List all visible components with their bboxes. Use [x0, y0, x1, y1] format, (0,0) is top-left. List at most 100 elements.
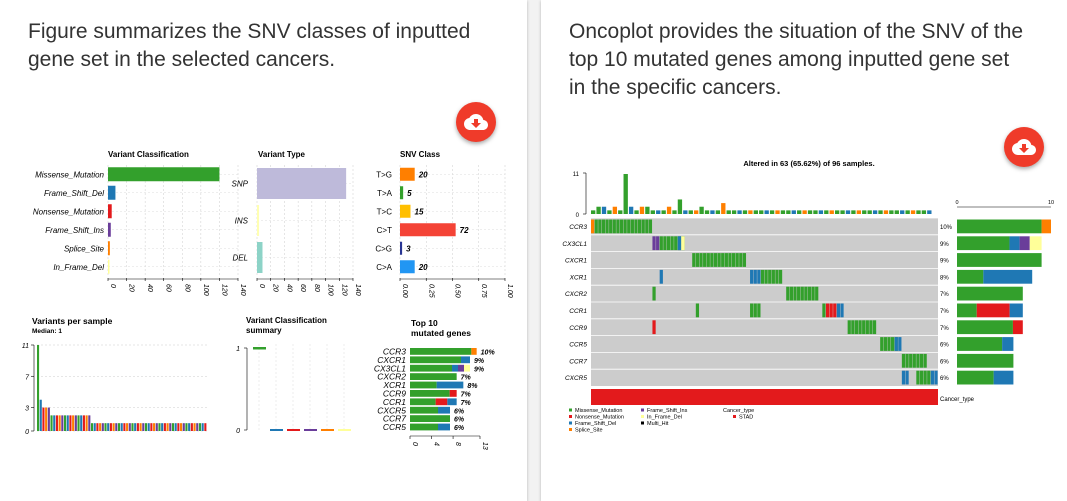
oncoplot-mutation-cell — [753, 269, 757, 284]
variant-type-tick-label: 100 — [327, 284, 334, 296]
top10-percent-label: 6% — [454, 408, 465, 415]
summary-description: Figure summarizes the SNV classes of inp… — [28, 20, 471, 71]
variant-type-tick-label: 20 — [272, 283, 279, 292]
oncoplot-tmb-bar — [775, 210, 780, 214]
oncoplot-legend-swatch — [569, 415, 572, 418]
oncoplot-mutation-cell — [894, 337, 898, 351]
oncoplot-tmb-bar — [699, 206, 704, 214]
oncoplot-tmb-bar — [900, 210, 905, 214]
top10-bar-segment — [471, 348, 477, 355]
oncoplot-frequency-bar-segment — [1012, 320, 1023, 335]
variants-per-sample-bar — [45, 407, 48, 431]
snv-class-value-label: 20 — [418, 263, 428, 272]
top10-bar-segment — [410, 364, 452, 372]
variant-classification-tick-label: 140 — [239, 284, 246, 296]
oncoplot-tmb-bar — [731, 210, 737, 214]
oncoplot-mutation-cell — [909, 353, 913, 368]
oncoplot-tmb-bar — [802, 210, 807, 214]
variants-per-sample-tick-label: 3 — [25, 406, 29, 413]
oncoplot-top-tick-label: 0 — [576, 213, 580, 219]
oncoplot-tmb-bar — [878, 210, 883, 214]
variants-per-sample-bar — [72, 415, 75, 431]
variants-per-sample-bar — [136, 423, 139, 431]
oncoplot-percent-label: 7% — [940, 309, 949, 315]
oncoplot-frequency-bar-segment — [957, 286, 1023, 301]
oncoplot-tmb-bar — [661, 210, 666, 214]
variants-per-sample-bar — [85, 415, 88, 431]
top10-gene-label: CCR3 — [383, 347, 406, 357]
oncoplot-percent-label: 9% — [940, 242, 949, 248]
variant-classification-tick-label: 120 — [220, 284, 227, 296]
oncoplot-mutation-cell — [724, 253, 728, 267]
top10-bar-segment — [458, 364, 464, 372]
oncoplot-mutation-cell — [858, 320, 862, 335]
variants-per-sample-bar — [144, 423, 148, 431]
variants-per-sample-bar — [74, 415, 77, 431]
oncoplot-tmb-bar — [612, 206, 618, 214]
top10-bar-segment — [438, 423, 450, 431]
variants-per-sample-bar — [120, 423, 123, 431]
variant-classification-category-label: Missense_Mutation — [35, 170, 104, 179]
variants-per-sample-bar — [204, 423, 207, 431]
classification-summary-box — [338, 429, 351, 431]
oncoplot-mutation-cell — [598, 219, 602, 234]
variant-type-title: Variant Type — [258, 150, 306, 159]
oncoplot-tmb-bar — [927, 210, 932, 214]
oncoplot-frequency-bar-segment — [957, 353, 1014, 368]
oncoplot-description: Oncoplot provides the situation of the S… — [569, 20, 1024, 99]
variant-classification-bar — [108, 241, 110, 256]
oncoplot-tmb-bar — [856, 210, 862, 214]
download-summary-button[interactable] — [456, 102, 496, 142]
snv-class-value-label: 3 — [406, 244, 411, 253]
oncoplot-frequency-bar-segment — [957, 320, 1013, 335]
top10-bar-segment — [447, 398, 457, 406]
variant-classification-tick-label: 40 — [146, 284, 153, 292]
oncoplot-mutation-cell — [880, 337, 884, 351]
top10-gene-label: CXCR2 — [377, 372, 406, 382]
snv-class-bar — [400, 223, 456, 237]
variant-type-bar — [257, 168, 347, 199]
oncoplot-percent-label: 6% — [940, 376, 949, 382]
variants-per-sample-bar — [174, 423, 177, 431]
variants-per-sample-tick-label: 11 — [22, 343, 29, 350]
oncoplot-mutation-cell — [891, 337, 895, 351]
oncoplot-mutation-cell — [811, 286, 815, 301]
top10-bar-segment — [410, 381, 437, 389]
variants-per-sample-bar — [96, 423, 99, 431]
top10-percent-label: 8% — [467, 383, 478, 390]
variants-per-sample-bar — [55, 415, 58, 431]
variant-classification-tick-label: 80 — [183, 284, 190, 292]
oncoplot-tmb-bar — [688, 210, 693, 214]
variants-per-sample-bar — [180, 423, 183, 431]
variants-per-sample-bar — [155, 423, 158, 431]
oncoplot-legend-cancer-title: Cancer_type — [723, 408, 754, 414]
variants-per-sample-bar — [104, 423, 107, 431]
classification-summary-tick-label: 1 — [236, 346, 240, 353]
oncoplot-mutation-cell — [757, 269, 761, 284]
oncoplot-mutation-cell — [623, 219, 627, 234]
oncoplot-legend-swatch — [641, 415, 644, 418]
oncoplot-tmb-bar — [813, 210, 818, 214]
maftools-summary-card: Figure summarizes the SNV classes of inp… — [0, 0, 527, 501]
oncoplot-mutation-cell — [862, 320, 866, 335]
top10-tick-label: 8 — [454, 442, 461, 446]
snv-class-tick-label: 0.00 — [401, 284, 408, 298]
oncoplot-frequency-bar-segment — [1029, 236, 1042, 251]
variants-per-sample-bar — [63, 415, 67, 431]
variants-per-sample-bar — [166, 423, 169, 431]
download-oncoplot-button[interactable] — [1004, 127, 1044, 167]
variants-per-sample-bar — [53, 415, 56, 431]
oncoplot-tmb-bar — [834, 210, 840, 214]
top10-bar-segment — [410, 373, 457, 380]
variants-per-sample-bar — [99, 423, 102, 431]
oncoplot-mutation-cell — [699, 253, 703, 267]
oncoplot-mutation-cell — [872, 320, 877, 335]
oncoplot-frequency-bar-segment — [1009, 303, 1023, 318]
oncoplot: Altered in 63 (65.62%) of 96 samples. 11 0… — [562, 159, 1054, 434]
top10-gene-label: CXCR5 — [377, 405, 406, 415]
oncoplot-mutation-cell — [789, 286, 794, 301]
variant-type-tick-label: 80 — [313, 284, 320, 292]
variants-per-sample-bar — [185, 423, 188, 431]
oncoplot-frequency-bar-segment — [1009, 236, 1020, 251]
oncoplot-tmb-bar — [769, 210, 775, 214]
